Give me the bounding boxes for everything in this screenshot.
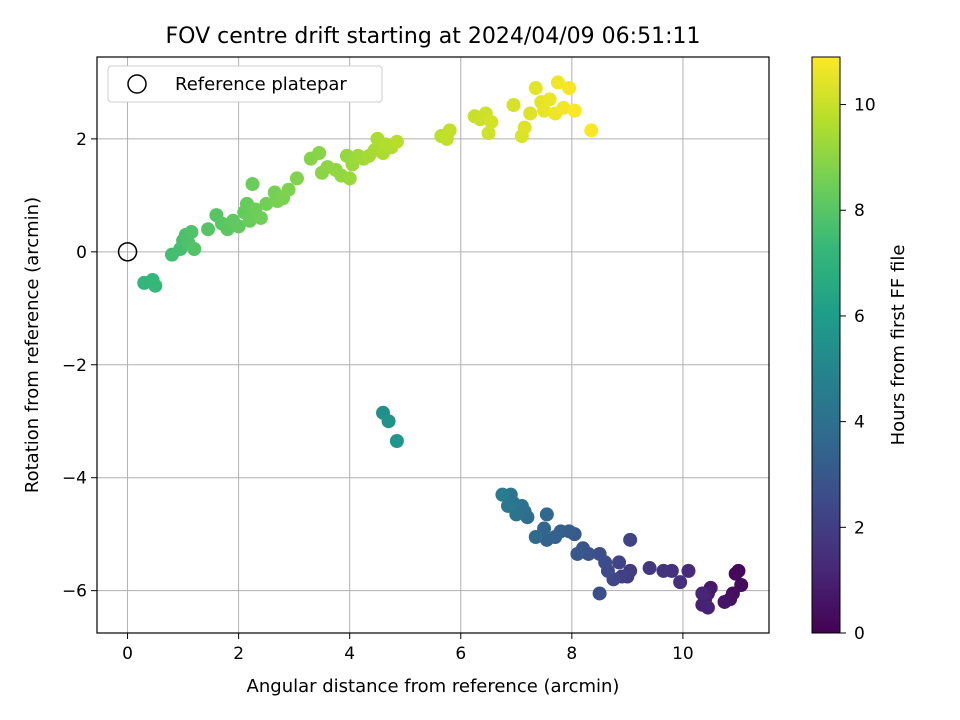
data-point [728, 566, 743, 581]
x-tick-label: 2 [233, 644, 244, 664]
data-point [700, 600, 715, 615]
y-axis: −6 −4 −2 0 2 [62, 130, 97, 602]
y-tick-label: 0 [76, 243, 87, 263]
data-point [562, 81, 577, 96]
x-tick-label: 4 [344, 644, 355, 664]
data-point [592, 546, 607, 561]
data-point [523, 106, 538, 121]
data-point [528, 530, 543, 544]
data-point [481, 126, 496, 141]
data-point [537, 103, 552, 118]
legend-marker [127, 74, 147, 94]
data-point [201, 222, 216, 237]
data-point [517, 120, 532, 135]
x-tick-label: 6 [455, 644, 466, 664]
data-point [592, 586, 607, 601]
y-tick-label: −4 [62, 469, 87, 489]
data-point [567, 103, 582, 118]
colorbar-tick-label: 2 [854, 518, 865, 538]
legend-box [107, 65, 383, 103]
data-point [389, 134, 404, 149]
data-point [717, 594, 732, 609]
x-axis: 0 2 4 6 8 10 [122, 633, 694, 664]
data-point [556, 100, 571, 115]
legend: Reference platepar [107, 65, 383, 103]
y-tick-label: 2 [76, 130, 87, 150]
data-point [184, 225, 199, 240]
data-point [506, 98, 521, 112]
data-point [528, 81, 543, 96]
data-point [253, 210, 268, 225]
data-point [673, 575, 688, 590]
y-tick-label: −2 [62, 356, 87, 376]
data-point [148, 278, 163, 293]
data-point [570, 546, 585, 561]
data-point [484, 114, 499, 129]
x-axis-label: Angular distance from reference (arcmin) [247, 676, 620, 697]
data-point [342, 171, 357, 186]
data-point [242, 213, 257, 228]
data-point [695, 586, 710, 601]
data-point [539, 532, 554, 547]
colorbar-tick-label: 8 [854, 201, 865, 221]
x-tick-label: 8 [566, 644, 577, 664]
data-point [389, 434, 404, 448]
x-tick-label: 10 [672, 644, 694, 664]
data-point [539, 507, 554, 522]
data-point [312, 146, 327, 160]
data-point [584, 123, 599, 138]
y-axis-label: Rotation from reference (arcmin) [22, 197, 43, 493]
colorbar-axis: 0 2 4 6 8 10 [840, 96, 876, 644]
data-point [500, 498, 515, 513]
data-point [289, 171, 304, 186]
colorbar-tick-label: 6 [854, 307, 865, 327]
data-point [542, 92, 557, 107]
data-point [442, 123, 457, 138]
data-points [137, 75, 749, 615]
legend-label: Reference platepar [175, 74, 347, 95]
data-point [642, 561, 657, 576]
data-point [281, 182, 296, 197]
data-point [245, 177, 260, 192]
data-point [259, 196, 274, 211]
data-point [550, 75, 565, 90]
colorbar-tick-label: 10 [854, 96, 876, 116]
y-tick-label: −6 [62, 582, 87, 602]
data-point [495, 487, 510, 502]
data-point [231, 219, 246, 234]
colorbar-label: Hours from first FF file [888, 245, 909, 446]
data-point [681, 563, 696, 578]
data-point [381, 414, 396, 429]
data-point [187, 242, 202, 256]
chart-title: FOV centre drift starting at 2024/04/09 … [166, 24, 701, 49]
colorbar [811, 56, 841, 634]
plot-frame [96, 56, 770, 634]
data-point [656, 563, 671, 578]
colorbar-tick-label: 4 [854, 413, 865, 433]
reference-platepar-marker [117, 242, 138, 262]
x-tick-label: 0 [122, 644, 133, 664]
colorbar-tick-label: 0 [854, 624, 865, 644]
data-point [612, 555, 627, 570]
data-point [623, 532, 638, 547]
